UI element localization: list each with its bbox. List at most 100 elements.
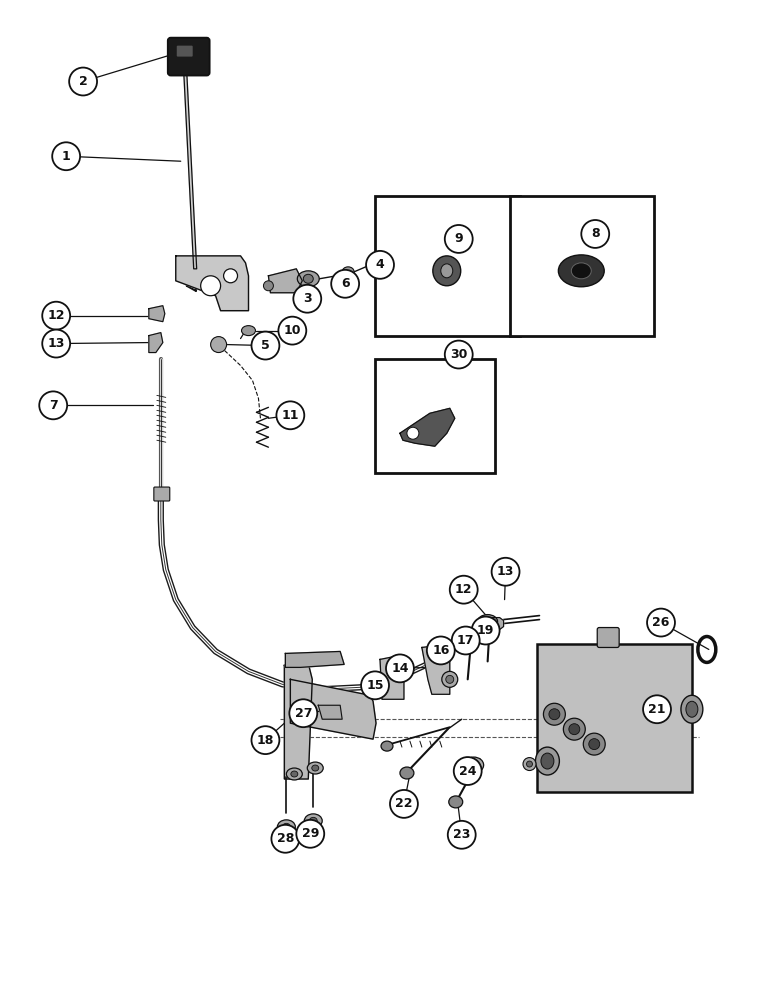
Ellipse shape bbox=[433, 256, 461, 286]
Text: 12: 12 bbox=[455, 583, 472, 596]
Ellipse shape bbox=[291, 771, 298, 777]
Ellipse shape bbox=[242, 326, 256, 336]
Circle shape bbox=[39, 391, 67, 419]
Circle shape bbox=[407, 427, 419, 439]
Circle shape bbox=[361, 671, 389, 699]
Ellipse shape bbox=[478, 615, 498, 629]
Circle shape bbox=[69, 68, 97, 95]
Ellipse shape bbox=[367, 261, 377, 269]
Ellipse shape bbox=[589, 739, 600, 750]
Text: 12: 12 bbox=[47, 309, 65, 322]
Text: 15: 15 bbox=[366, 679, 384, 692]
Ellipse shape bbox=[307, 762, 323, 774]
Circle shape bbox=[42, 330, 70, 358]
Text: 13: 13 bbox=[497, 565, 514, 578]
Text: 23: 23 bbox=[453, 828, 470, 841]
Ellipse shape bbox=[549, 709, 560, 720]
Text: 27: 27 bbox=[295, 707, 312, 720]
Polygon shape bbox=[184, 72, 197, 269]
Circle shape bbox=[252, 332, 279, 360]
Text: 16: 16 bbox=[432, 644, 449, 657]
Text: 24: 24 bbox=[459, 765, 476, 778]
Ellipse shape bbox=[569, 724, 580, 735]
Text: 9: 9 bbox=[455, 232, 463, 245]
Circle shape bbox=[272, 825, 300, 853]
Ellipse shape bbox=[571, 263, 591, 279]
Text: 29: 29 bbox=[302, 827, 319, 840]
Text: 1: 1 bbox=[62, 150, 70, 163]
Circle shape bbox=[52, 142, 80, 170]
Text: 21: 21 bbox=[648, 703, 665, 716]
Circle shape bbox=[450, 576, 478, 604]
FancyBboxPatch shape bbox=[177, 46, 193, 57]
Polygon shape bbox=[482, 618, 503, 630]
Ellipse shape bbox=[469, 761, 478, 769]
FancyBboxPatch shape bbox=[154, 487, 170, 501]
Ellipse shape bbox=[263, 281, 273, 291]
Ellipse shape bbox=[536, 747, 560, 775]
Circle shape bbox=[201, 276, 221, 296]
Text: 10: 10 bbox=[283, 324, 301, 337]
Ellipse shape bbox=[543, 703, 565, 725]
Ellipse shape bbox=[686, 701, 698, 717]
Polygon shape bbox=[284, 663, 312, 779]
Circle shape bbox=[390, 790, 418, 818]
Polygon shape bbox=[380, 655, 404, 699]
Ellipse shape bbox=[527, 761, 533, 767]
Text: 14: 14 bbox=[391, 662, 408, 675]
Text: 26: 26 bbox=[652, 616, 669, 629]
Text: 2: 2 bbox=[79, 75, 87, 88]
Ellipse shape bbox=[468, 629, 476, 636]
Ellipse shape bbox=[584, 733, 605, 755]
Circle shape bbox=[224, 269, 238, 283]
Circle shape bbox=[448, 821, 476, 849]
Text: 13: 13 bbox=[48, 337, 65, 350]
Circle shape bbox=[445, 341, 472, 368]
Circle shape bbox=[427, 637, 455, 664]
Circle shape bbox=[279, 317, 306, 345]
Circle shape bbox=[581, 220, 609, 248]
Circle shape bbox=[276, 401, 304, 429]
Circle shape bbox=[647, 609, 675, 637]
Ellipse shape bbox=[558, 255, 604, 287]
Polygon shape bbox=[318, 705, 342, 719]
Ellipse shape bbox=[442, 671, 458, 687]
Text: 7: 7 bbox=[49, 399, 58, 412]
FancyBboxPatch shape bbox=[168, 38, 210, 76]
FancyBboxPatch shape bbox=[598, 628, 619, 647]
Polygon shape bbox=[149, 333, 163, 353]
Ellipse shape bbox=[441, 264, 452, 278]
Ellipse shape bbox=[310, 817, 317, 824]
Ellipse shape bbox=[297, 271, 320, 287]
Circle shape bbox=[293, 285, 321, 313]
Ellipse shape bbox=[400, 767, 414, 779]
Circle shape bbox=[386, 654, 414, 682]
Text: 17: 17 bbox=[457, 634, 475, 647]
Circle shape bbox=[445, 225, 472, 253]
Text: 8: 8 bbox=[591, 227, 600, 240]
Ellipse shape bbox=[303, 274, 313, 283]
Ellipse shape bbox=[681, 695, 703, 723]
Ellipse shape bbox=[312, 765, 319, 771]
Text: 30: 30 bbox=[450, 348, 467, 361]
Ellipse shape bbox=[277, 820, 296, 834]
Ellipse shape bbox=[449, 796, 462, 808]
Text: 4: 4 bbox=[376, 258, 384, 271]
Ellipse shape bbox=[486, 623, 493, 629]
Ellipse shape bbox=[445, 675, 454, 683]
Text: 19: 19 bbox=[477, 624, 494, 637]
Polygon shape bbox=[286, 651, 344, 667]
Ellipse shape bbox=[464, 757, 483, 773]
Text: 11: 11 bbox=[282, 409, 299, 422]
Ellipse shape bbox=[381, 741, 393, 751]
Circle shape bbox=[296, 820, 324, 848]
FancyBboxPatch shape bbox=[375, 359, 495, 473]
Ellipse shape bbox=[564, 718, 585, 740]
Text: 6: 6 bbox=[340, 277, 350, 290]
Circle shape bbox=[366, 251, 394, 279]
Ellipse shape bbox=[286, 768, 303, 780]
Circle shape bbox=[290, 699, 317, 727]
Circle shape bbox=[643, 695, 671, 723]
Circle shape bbox=[331, 270, 359, 298]
Ellipse shape bbox=[304, 814, 322, 828]
